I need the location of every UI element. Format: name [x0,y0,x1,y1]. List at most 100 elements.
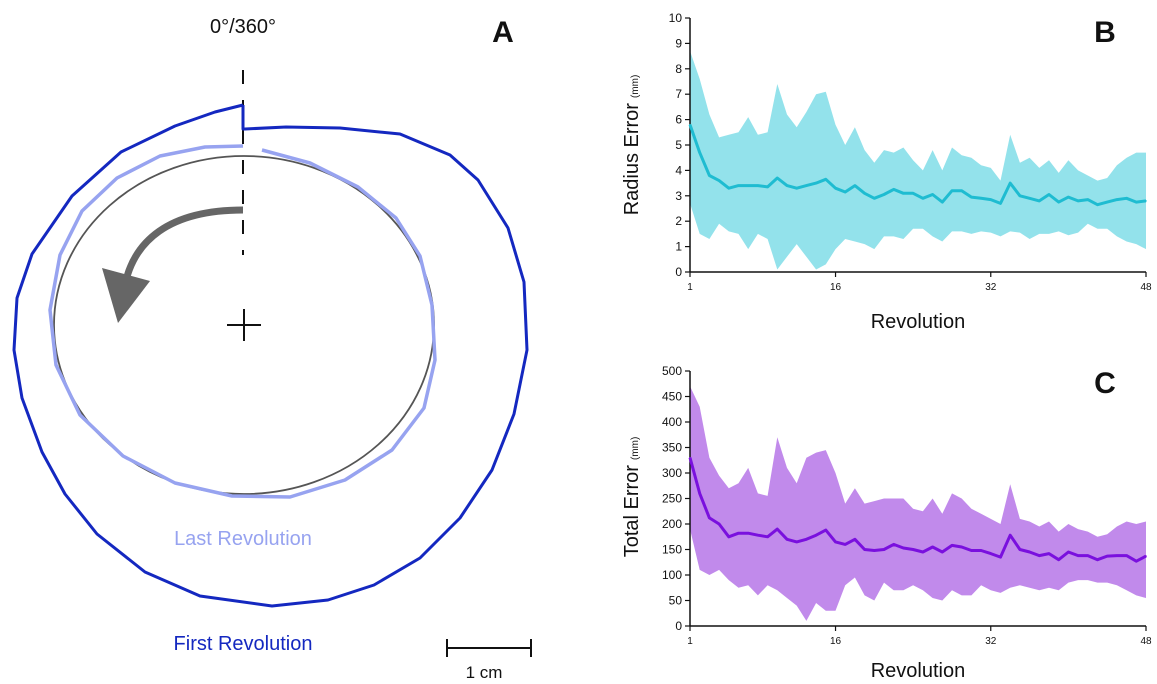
c-mean-point [834,541,837,543]
c-mean-point [941,551,944,553]
b-mean-point [1009,182,1011,184]
c-mean-point [747,532,749,534]
c-xlabel: Revolution [871,660,966,682]
b-mean-point [844,191,846,193]
c-ytick-label: 400 [662,415,682,429]
c-mean-point [815,534,817,536]
b-mean-line [688,124,1147,207]
panel-label-b: B [1094,16,1116,49]
c-mean-point [844,543,846,546]
scale-bar-label: 1 cm [466,663,503,682]
b-mean-point [689,123,691,126]
b-ytick-label: 0 [675,265,682,279]
b-xlabel: Revolution [871,311,966,333]
b-mean-point [1135,201,1138,203]
b-mean-point [1116,198,1118,201]
c-mean-point [912,548,914,551]
first-revolution-label: First Revolution [174,633,313,655]
c-mean-point [1067,551,1070,553]
b-ytick-label: 5 [675,138,682,152]
c-mean-point [1038,554,1041,557]
b-mean-point [912,192,914,195]
c-yunit: (mm) [630,437,641,460]
c-xtick-label: 16 [830,636,842,647]
c-mean-point [825,529,827,531]
b-mean-point [1067,196,1070,198]
c-ytick-label: 300 [662,466,682,480]
b-mean-point [795,187,798,189]
c-xtick-label: 32 [985,636,997,647]
c-mean-point [805,538,808,541]
c-mean-point [990,552,992,555]
b-mean-point [747,184,749,187]
b-ytick-label: 1 [675,240,682,254]
b-mean-point [708,174,711,177]
b-yunit: (mm) [630,75,641,98]
b-mean-point [970,196,973,198]
b-ylabel-group: Radius Error (mm) [621,75,643,216]
c-mean-point [1028,551,1031,553]
c-mean-point [728,536,730,538]
c-mean-point [1125,554,1128,557]
b-mean-point [863,192,866,195]
b-mean-point [1019,195,1021,197]
c-mean-point [698,492,701,495]
last-revolution-trace [48,144,437,499]
c-mean-line [688,457,1147,563]
angle-label: 0°/360° [210,16,276,38]
b-ytick-label: 8 [675,62,682,76]
b-mean-point [786,184,788,187]
c-mean-point [1009,534,1011,536]
c-ytick-label: 250 [662,492,682,506]
c-mean-point [873,549,876,552]
b-mean-point [902,192,905,195]
direction-arrow-head-icon [102,268,150,323]
b-mean-point [980,197,982,200]
c-mean-point [970,549,973,552]
b-mean-point [1028,197,1031,200]
b-xtick-label: 1 [687,282,693,293]
b-mean-point [1145,200,1147,202]
b-mean-point [766,186,769,188]
c-ytick-label: 150 [662,543,682,557]
b-mean-point [728,187,730,189]
c-mean-point [902,547,905,549]
c-xtick-label: 1 [687,636,693,647]
b-ytick-label: 3 [675,189,682,203]
c-mean-point [795,541,798,543]
c-ytick-label: 450 [662,390,682,404]
c-mean-point [883,548,885,551]
b-mean-point [825,178,827,181]
c-mean-point [951,544,953,547]
c-mean-point [960,546,963,548]
b-mean-point [951,189,953,192]
c-mean-point [757,534,759,536]
c-ytick-label: 200 [662,517,682,531]
b-ytick-label: 2 [675,214,682,228]
b-xtick-label: 16 [830,282,842,293]
b-error-band [690,51,1146,270]
b-xtick-label: 48 [1140,282,1152,293]
b-mean-point [1125,197,1128,200]
c-mean-point [1057,558,1060,561]
direction-arrow-shaft [120,206,244,291]
last-revolution-label: Last Revolution [174,528,312,550]
b-mean-point [1038,200,1041,202]
c-mean-point [931,546,934,548]
b-ytick-label: 10 [669,11,683,25]
c-mean-point [718,523,720,525]
b-ytick-label: 4 [675,163,682,177]
b-mean-point [1096,203,1099,206]
b-mean-point [922,197,924,200]
b-mean-point [999,202,1002,205]
c-mean-point [1145,555,1147,557]
b-mean-point [883,193,885,196]
c-mean-point [892,543,895,546]
c-ytick-label: 50 [669,594,683,608]
c-mean-point [689,456,691,459]
c-mean-point [1116,554,1118,557]
b-mean-point [1057,201,1060,203]
c-ylabel-group: Total Error (mm) [621,437,643,558]
